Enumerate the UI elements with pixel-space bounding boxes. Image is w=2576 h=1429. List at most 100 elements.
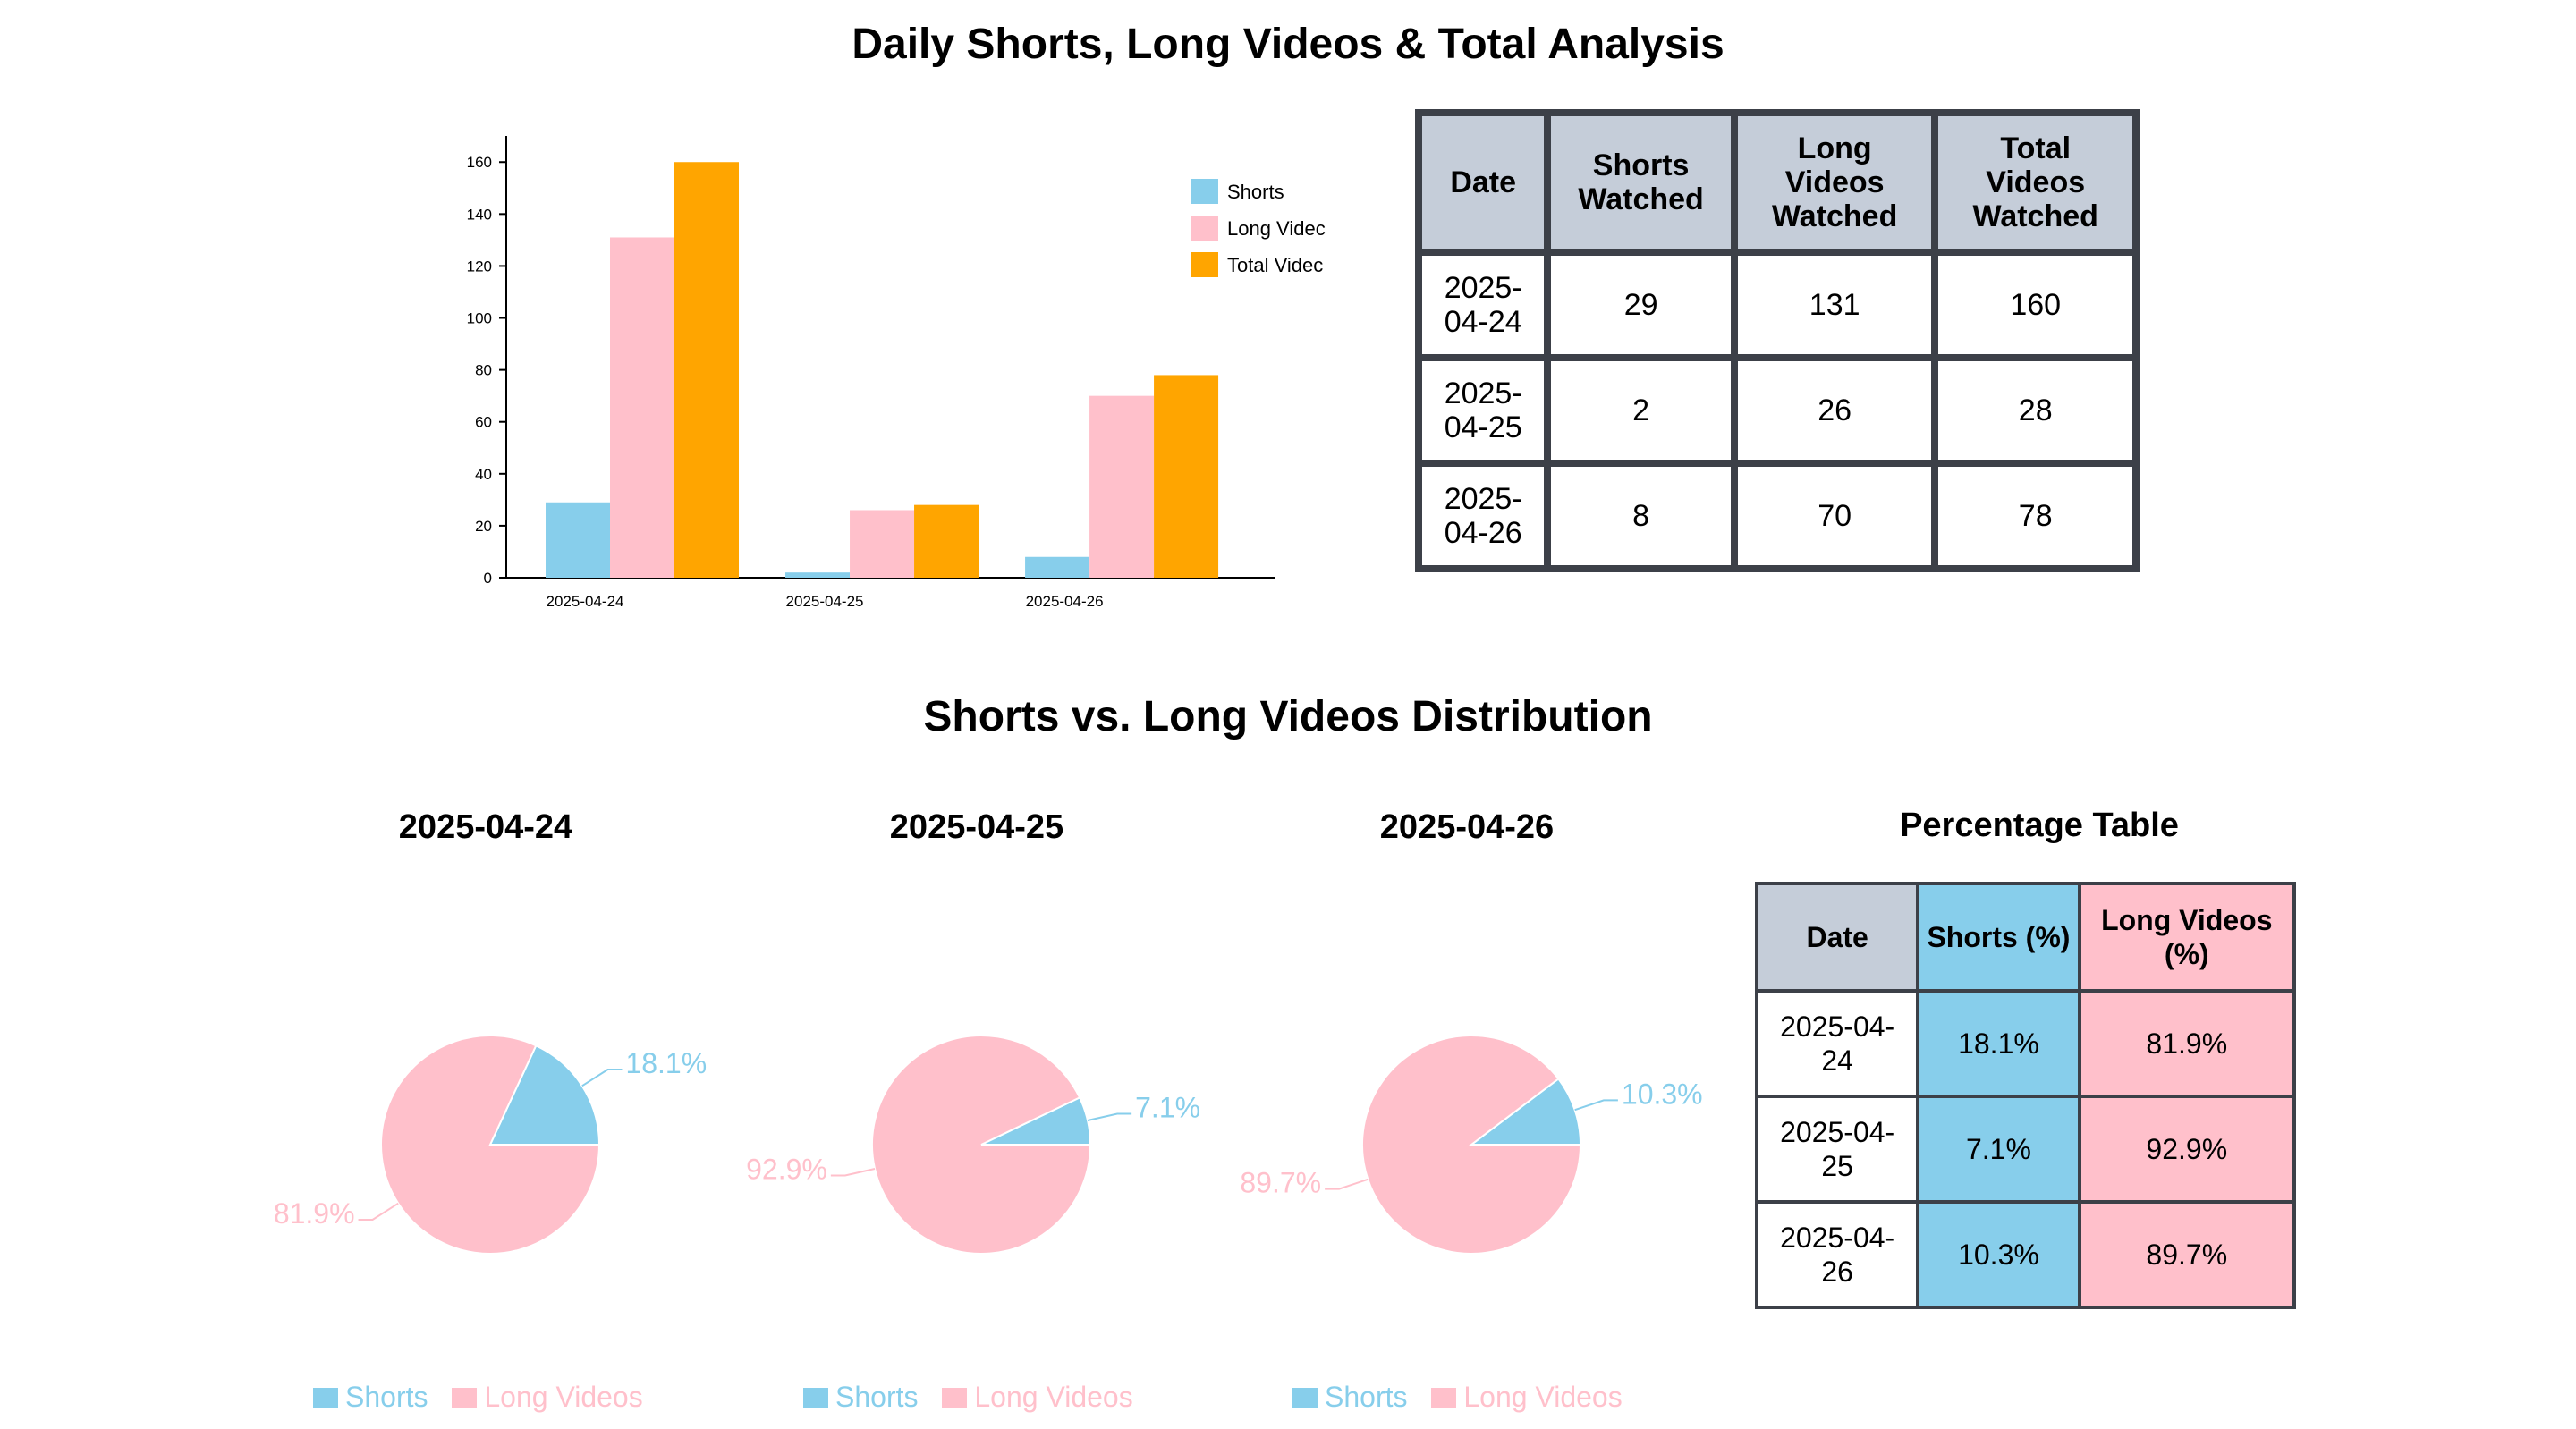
pie-title-2: 2025-04-25 [889, 808, 1064, 846]
bar-chart: 0 20 40 60 80 100 120 140 160 2025-04-24 2025-04-2… [467, 136, 1326, 610]
table-row: 2025-04-24 18.1% 81.9% [1754, 989, 2297, 1098]
pie-leader-shorts [1574, 1099, 1618, 1112]
table-row: 2025-04-26 10.3% 89.7% [1754, 1200, 2297, 1309]
table-cell-total: 160 [1931, 249, 2140, 361]
legend-swatch-total-videos [1191, 252, 1218, 277]
y-tick-label: 120 [467, 258, 492, 275]
pct-cell-date: 2025-04-24 [1754, 989, 1920, 1098]
y-tick-label: 140 [467, 206, 492, 223]
pct-header-row: Date Shorts (%) Long Videos (%) [1754, 882, 2297, 993]
pct-header-long: Long Videos (%) [2077, 882, 2297, 993]
table-row: 2025-04-25 2 26 28 [1414, 354, 2140, 467]
percentage-table-title: Percentage Table [1900, 807, 2179, 844]
legend-label-long-videos: Long Videos [1463, 1381, 1623, 1413]
percentage-table: Date Shorts (%) Long Videos (%) 2025-04-… [1754, 882, 2297, 1309]
legend-label-shorts: Shorts [1227, 181, 1284, 203]
pie-label-shorts: 7.1% [1135, 1091, 1200, 1123]
table-cell-total: 78 [1931, 460, 2140, 572]
table-cell-long: 70 [1730, 460, 1939, 572]
legend-swatch-long-videos [1431, 1387, 1457, 1408]
pie-slice-long-videos [1361, 1035, 1582, 1255]
pie-title-3: 2025-04-26 [1379, 808, 1555, 846]
pie-slice-shorts [1469, 1078, 1582, 1146]
legend-item-long-videos: Long Videos [1431, 1381, 1623, 1413]
legend-swatch-long-videos [942, 1387, 968, 1408]
legend-item-long-videos: Long Videos [452, 1381, 643, 1413]
bar-total-videos-2025-04-26 [1154, 375, 1219, 578]
bar-legend: Shorts Long Videc Total Videc [1191, 179, 1326, 277]
main-title: Daily Shorts, Long Videos & Total Analys… [852, 21, 1724, 68]
pie-slice-shorts [488, 1044, 601, 1146]
legend-label-shorts: Shorts [1325, 1381, 1408, 1413]
bar-long-videos-2025-04-26 [1089, 395, 1155, 578]
pie-chart-1: 18.1% 81.9% [274, 1035, 707, 1255]
table-row: 2025-04-25 7.1% 92.9% [1754, 1095, 2297, 1204]
pie-legend-3: Shorts Long Videos [1292, 1381, 1639, 1414]
distribution-title: Shorts vs. Long Videos Distribution [923, 693, 1653, 740]
bar-long-videos-2025-04-24 [610, 237, 674, 578]
pct-cell-long: 89.7% [2077, 1200, 2297, 1309]
pct-header-date: Date [1754, 882, 1920, 993]
pie-slice-long-videos [871, 1035, 1092, 1255]
pie-label-long-videos: 92.9% [746, 1154, 827, 1186]
legend-item-long-videos: Long Videos [942, 1381, 1133, 1413]
pct-cell-long: 81.9% [2077, 989, 2297, 1098]
legend-swatch-shorts [1191, 179, 1218, 204]
table-cell-long: 26 [1730, 354, 1939, 467]
pie-chart-3: 10.3% 89.7% [1240, 1035, 1703, 1255]
pie-label-long-videos: 81.9% [274, 1197, 355, 1230]
summary-header-date: Date [1414, 109, 1552, 256]
bar-total-videos-2025-04-25 [914, 504, 979, 578]
legend-swatch-shorts [313, 1387, 338, 1408]
bar-shorts-2025-04-26 [1025, 556, 1090, 578]
table-cell-total: 28 [1931, 354, 2140, 467]
table-cell-date: 2025-04-24 [1414, 249, 1552, 361]
table-row: 2025-04-26 8 70 78 [1414, 460, 2140, 572]
summary-header-row: Date Shorts Watched Long Videos Watched … [1414, 109, 2140, 256]
pie-title-1: 2025-04-24 [398, 808, 573, 846]
pct-cell-long: 92.9% [2077, 1095, 2297, 1204]
table-cell-date: 2025-04-25 [1414, 354, 1552, 467]
table-cell-date: 2025-04-26 [1414, 460, 1552, 572]
legend-label-long-videos: Long Videos [974, 1381, 1133, 1413]
bar-shorts-2025-04-24 [546, 502, 610, 578]
table-cell-long: 131 [1730, 249, 1939, 361]
y-tick-label: 40 [475, 466, 492, 483]
pie-leader-shorts [581, 1068, 623, 1087]
bar-long-videos-2025-04-25 [850, 510, 915, 578]
legend-swatch-shorts [803, 1387, 828, 1408]
pct-cell-date: 2025-04-25 [1754, 1095, 1920, 1204]
pie-leader-long-videos [358, 1202, 399, 1222]
legend-item-shorts: Shorts [803, 1381, 918, 1413]
table-row: 2025-04-24 29 131 160 [1414, 249, 2140, 361]
legend-swatch-long-videos [1191, 216, 1218, 241]
legend-label-shorts: Shorts [345, 1381, 428, 1413]
pie-chart-2: 7.1% 92.9% [746, 1035, 1200, 1255]
x-tick-label: 2025-04-26 [1026, 593, 1104, 610]
pie-label-shorts: 18.1% [625, 1047, 707, 1079]
pct-cell-date: 2025-04-26 [1754, 1200, 1920, 1309]
x-tick-label: 2025-04-24 [547, 593, 624, 610]
legend-swatch-shorts [1292, 1387, 1318, 1408]
legend-swatch-long-videos [452, 1387, 478, 1408]
pct-cell-shorts: 18.1% [1916, 989, 2081, 1098]
pie-leader-shorts [1087, 1112, 1132, 1121]
legend-label-total-videos: Total Videc [1227, 254, 1323, 276]
pie-legend-2: Shorts Long Videos [803, 1381, 1149, 1414]
table-cell-shorts: 8 [1544, 460, 1738, 572]
legend-label-long-videos: Long Videos [484, 1381, 643, 1413]
y-tick-label: 160 [467, 154, 492, 171]
legend-item-shorts: Shorts [313, 1381, 428, 1413]
y-tick-label: 60 [475, 414, 492, 431]
pie-leader-long-videos [830, 1168, 876, 1177]
pct-header-shorts: Shorts (%) [1916, 882, 2081, 993]
summary-header-shorts: Shorts Watched [1544, 109, 1738, 256]
legend-item-shorts: Shorts [1292, 1381, 1407, 1413]
pie-label-long-videos: 89.7% [1240, 1167, 1321, 1199]
pct-cell-shorts: 10.3% [1916, 1200, 2081, 1309]
y-tick-label: 0 [484, 570, 492, 587]
summary-header-total: Total Videos Watched [1931, 109, 2140, 256]
summary-header-long: Long Videos Watched [1730, 109, 1939, 256]
pie-leader-long-videos [1325, 1178, 1368, 1190]
pie-slice-long-videos [380, 1035, 601, 1255]
